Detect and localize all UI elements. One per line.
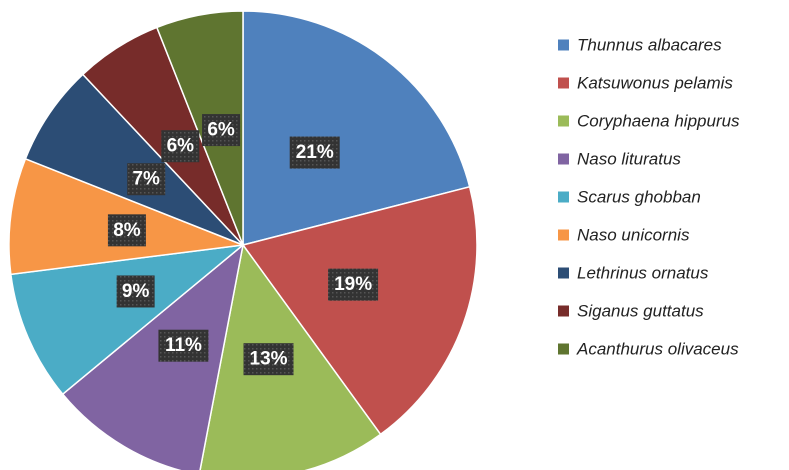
data-label: 9% [122, 281, 150, 302]
label-box [289, 136, 340, 169]
legend-label: Scarus ghobban [577, 188, 701, 207]
legend-swatch [558, 77, 569, 89]
label-box [202, 114, 241, 147]
pie-slice [61, 243, 245, 470]
label-box [116, 275, 155, 308]
legend-label: Siganus guttatus [577, 302, 704, 321]
legend-label: Acanthurus olivaceus [576, 340, 739, 359]
pie-slice [10, 243, 246, 396]
label-box [328, 268, 379, 301]
legend-swatch [558, 229, 569, 241]
legend-label: Naso lituratus [577, 150, 681, 169]
data-label: 13% [250, 349, 288, 370]
label-box [158, 329, 209, 362]
legend-label: Naso unicornis [577, 226, 690, 245]
legend-swatch [558, 115, 569, 127]
pie-slice [24, 73, 244, 246]
label-box [161, 130, 200, 163]
pie-slice [155, 10, 244, 246]
pie-slice [241, 185, 478, 436]
data-label: 8% [113, 220, 141, 241]
data-label: 7% [132, 169, 160, 190]
legend-swatch [558, 39, 569, 51]
legend-swatch [558, 305, 569, 317]
label-box [127, 163, 166, 196]
data-label: 21% [296, 142, 334, 163]
label-box [107, 214, 146, 247]
data-label: 11% [165, 335, 202, 356]
legend-label: Katsuwonus pelamis [577, 74, 733, 93]
legend-swatch [558, 267, 569, 279]
legend-swatch [558, 191, 569, 203]
data-label: 6% [167, 136, 195, 157]
legend-label: Coryphaena hippurus [577, 112, 740, 131]
legend-swatch [558, 343, 569, 355]
data-label: 6% [207, 120, 235, 141]
legend-swatch [558, 153, 569, 165]
legend-label: Thunnus albacares [577, 36, 722, 55]
data-label: 19% [334, 274, 372, 295]
legend-label: Lethrinus ornatus [577, 264, 709, 283]
label-box [243, 343, 294, 376]
pie-slice [242, 10, 471, 246]
